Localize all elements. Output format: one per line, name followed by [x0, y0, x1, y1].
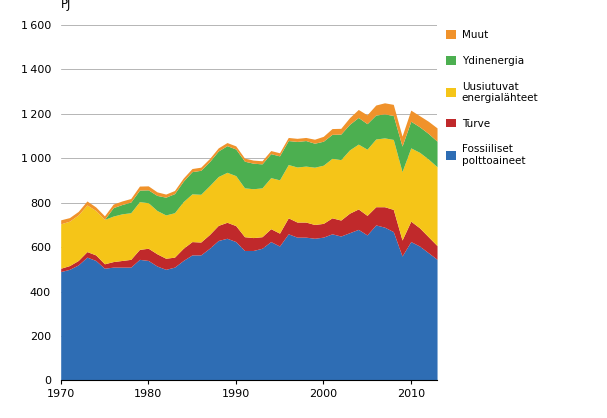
Legend: Muut, Ydinenergia, Uusiutuvat
energialähteet, Turve, Fossiiliset
polttoaineet: Muut, Ydinenergia, Uusiutuvat energialäh… — [446, 30, 538, 166]
Text: PJ: PJ — [61, 0, 71, 11]
